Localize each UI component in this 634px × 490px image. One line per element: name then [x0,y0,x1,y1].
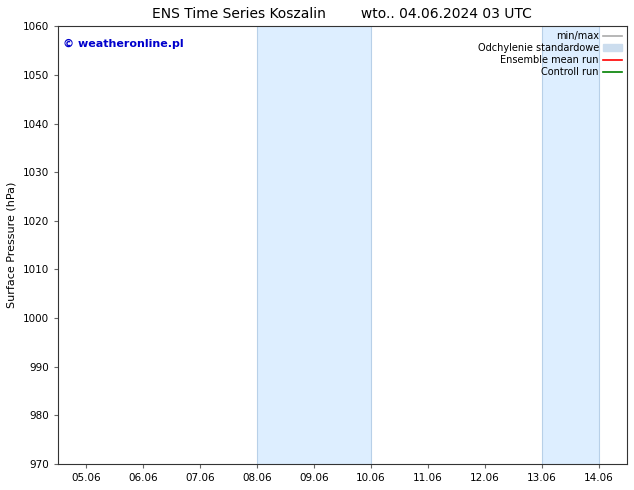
Bar [541,26,598,464]
Text: © weatheronline.pl: © weatheronline.pl [63,39,184,49]
Legend: min/max, Odchylenie standardowe, Ensemble mean run, Controll run: min/max, Odchylenie standardowe, Ensembl… [477,31,622,77]
Title: ENS Time Series Koszalin        wto.. 04.06.2024 03 UTC: ENS Time Series Koszalin wto.. 04.06.202… [153,7,533,21]
Y-axis label: Surface Pressure (hPa): Surface Pressure (hPa) [7,182,17,308]
Bar [257,26,371,464]
